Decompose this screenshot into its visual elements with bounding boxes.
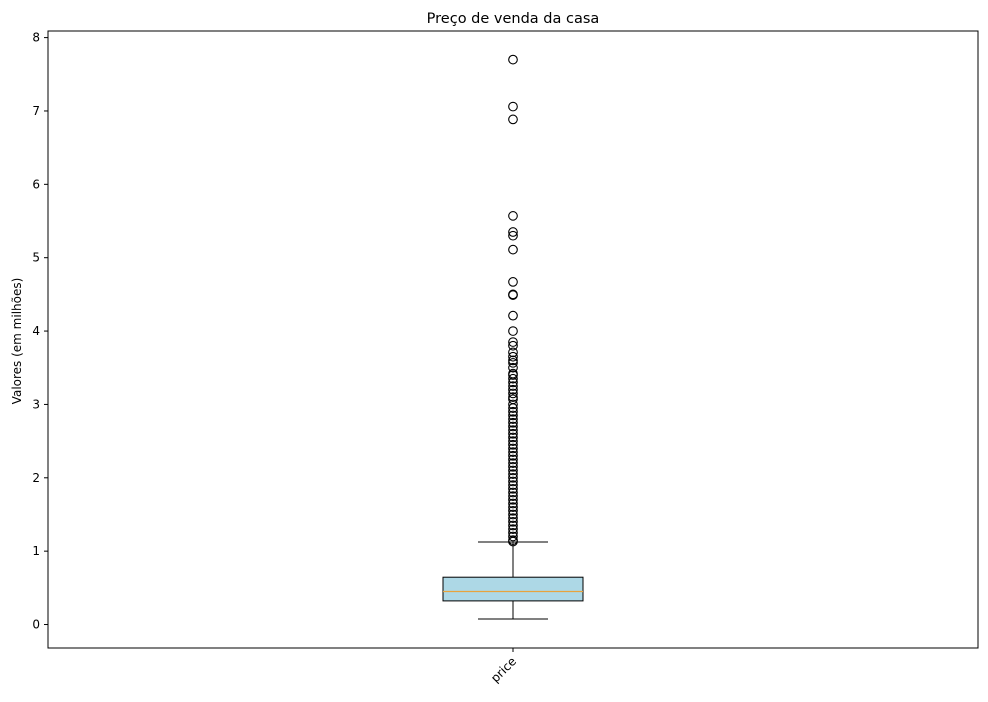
outlier-point [508, 377, 518, 388]
outlier-point [508, 230, 518, 241]
outlier-point [508, 425, 518, 435]
outlier-point [508, 357, 518, 368]
y-tick-label: 2 [32, 471, 40, 485]
outlier-point [508, 101, 518, 112]
outlier-point [508, 399, 518, 410]
outlier-point [508, 417, 518, 428]
outlier-point [508, 211, 518, 221]
outlier-point [508, 244, 518, 255]
outlier-point [508, 524, 518, 534]
outlier-point [508, 472, 518, 483]
y-tick-label: 3 [32, 397, 40, 411]
interquartile-box [442, 576, 584, 602]
outlier-point [508, 388, 518, 399]
chart-title: Preço de venda da casa [427, 11, 600, 27]
outlier-point [508, 310, 518, 321]
outlier-point [508, 114, 518, 125]
outlier-point [508, 373, 518, 384]
outlier-point [508, 450, 518, 461]
outlier-point [508, 531, 518, 542]
outlier-point [508, 502, 518, 512]
outlier-point [508, 454, 518, 465]
outlier-point [508, 414, 518, 424]
outlier-point [508, 494, 518, 505]
outlier-point [508, 326, 518, 336]
y-axis-label: Valores (em milhões) [10, 278, 24, 405]
outlier-point [508, 476, 518, 487]
outlier-point [508, 370, 518, 380]
outlier-point [508, 513, 518, 523]
outlier-point [508, 536, 518, 547]
outlier-point [508, 483, 518, 494]
y-tick-label: 6 [32, 177, 40, 191]
outlier-point [508, 290, 518, 300]
outlier-point [508, 491, 518, 501]
outlier-point [508, 436, 518, 446]
plot-area-frame [47, 30, 979, 649]
outlier-point [508, 509, 518, 520]
x-axis-ticks: price [488, 648, 519, 685]
outlier-point [508, 505, 518, 516]
y-tick-label: 8 [32, 31, 40, 45]
y-axis-ticks: 0 1 2 3 4 5 6 7 8 [32, 31, 48, 632]
outlier-point [508, 487, 518, 498]
outlier-point [508, 406, 518, 417]
outlier-point [508, 362, 518, 373]
outlier-point [508, 432, 518, 443]
outlier-point [508, 443, 518, 454]
outlier-point [508, 384, 518, 395]
outlier-point [508, 403, 518, 413]
outlier-point [508, 421, 518, 432]
outlier-point [508, 447, 518, 457]
outlier-point [508, 337, 518, 347]
outlier-point [508, 520, 518, 531]
y-tick-label: 0 [32, 618, 40, 632]
outlier-point [508, 394, 518, 405]
outlier-point [508, 498, 518, 509]
outlier-point [508, 516, 518, 527]
outlier-point [508, 439, 518, 450]
outlier-point [508, 428, 518, 439]
y-tick-label: 1 [32, 544, 40, 558]
outlier-point [508, 480, 518, 490]
x-tick-label: price [488, 654, 519, 685]
outlier-point [508, 381, 518, 391]
outlier-point [508, 277, 518, 287]
outlier-point [508, 355, 518, 366]
outlier-point [508, 351, 518, 362]
outlier-point [508, 54, 518, 65]
outlier-point [508, 465, 518, 476]
outlier-point [508, 227, 518, 237]
y-tick-label: 4 [32, 324, 40, 338]
outlier-point [508, 469, 518, 479]
y-tick-label: 5 [32, 251, 40, 265]
outlier-point [508, 340, 518, 351]
box-series [442, 54, 584, 620]
outlier-point [508, 410, 518, 421]
outlier-point [508, 461, 518, 472]
y-tick-label: 7 [32, 104, 40, 118]
outlier-point [508, 458, 518, 468]
